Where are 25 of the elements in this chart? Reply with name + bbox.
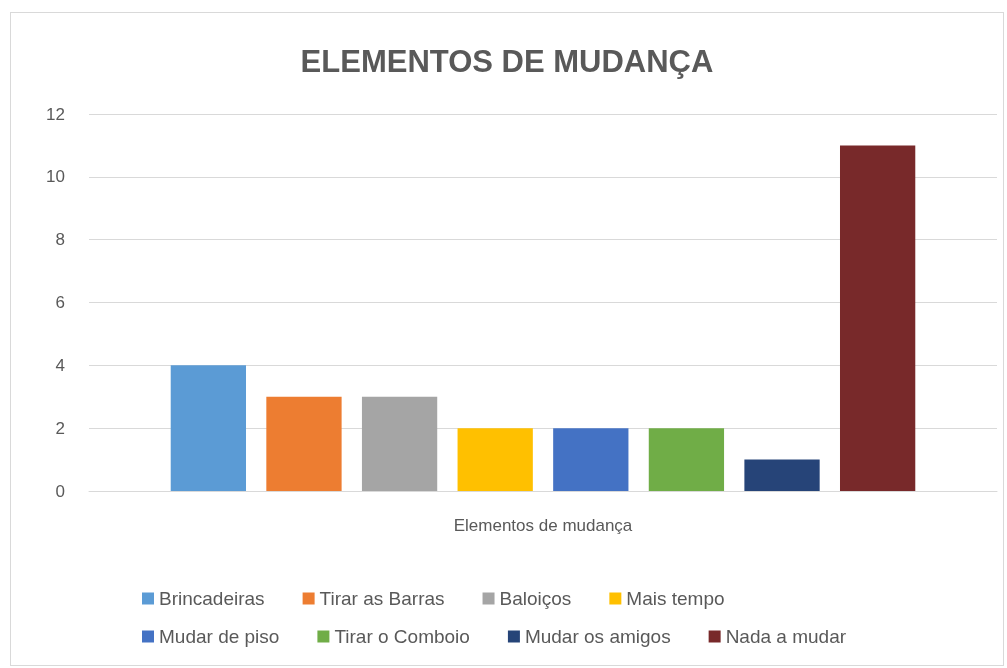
bar bbox=[648, 428, 725, 491]
legend-label: Mudar os amigos bbox=[524, 626, 671, 647]
chart-title: ELEMENTOS DE MUDANÇA bbox=[300, 44, 714, 79]
legend-label: Tirar as Barras bbox=[319, 588, 445, 609]
y-tick-label: 2 bbox=[55, 418, 65, 438]
bar bbox=[744, 459, 820, 491]
bar bbox=[457, 428, 533, 491]
legend-label: Baloiços bbox=[499, 588, 572, 609]
y-tick-label: 6 bbox=[55, 293, 65, 312]
y-tick-label: 12 bbox=[46, 104, 65, 124]
legend-label: Nada a mudar bbox=[725, 626, 847, 647]
y-tick-label: 8 bbox=[55, 230, 65, 250]
bar bbox=[361, 396, 438, 491]
y-tick-label: 10 bbox=[46, 167, 65, 187]
bar bbox=[170, 365, 246, 491]
y-tick-label: 4 bbox=[55, 355, 65, 375]
legend-label: Tirar o Comboio bbox=[334, 626, 470, 647]
bar bbox=[553, 428, 629, 491]
legend-label: Brincadeiras bbox=[159, 588, 265, 609]
y-tick-label: 0 bbox=[55, 481, 65, 501]
legend-label: Mudar de piso bbox=[159, 626, 280, 647]
bar bbox=[840, 145, 916, 491]
bar bbox=[266, 396, 342, 491]
x-tick-label: Elementos de mudança bbox=[453, 516, 633, 535]
legend-label: Mais tempo bbox=[626, 588, 725, 609]
